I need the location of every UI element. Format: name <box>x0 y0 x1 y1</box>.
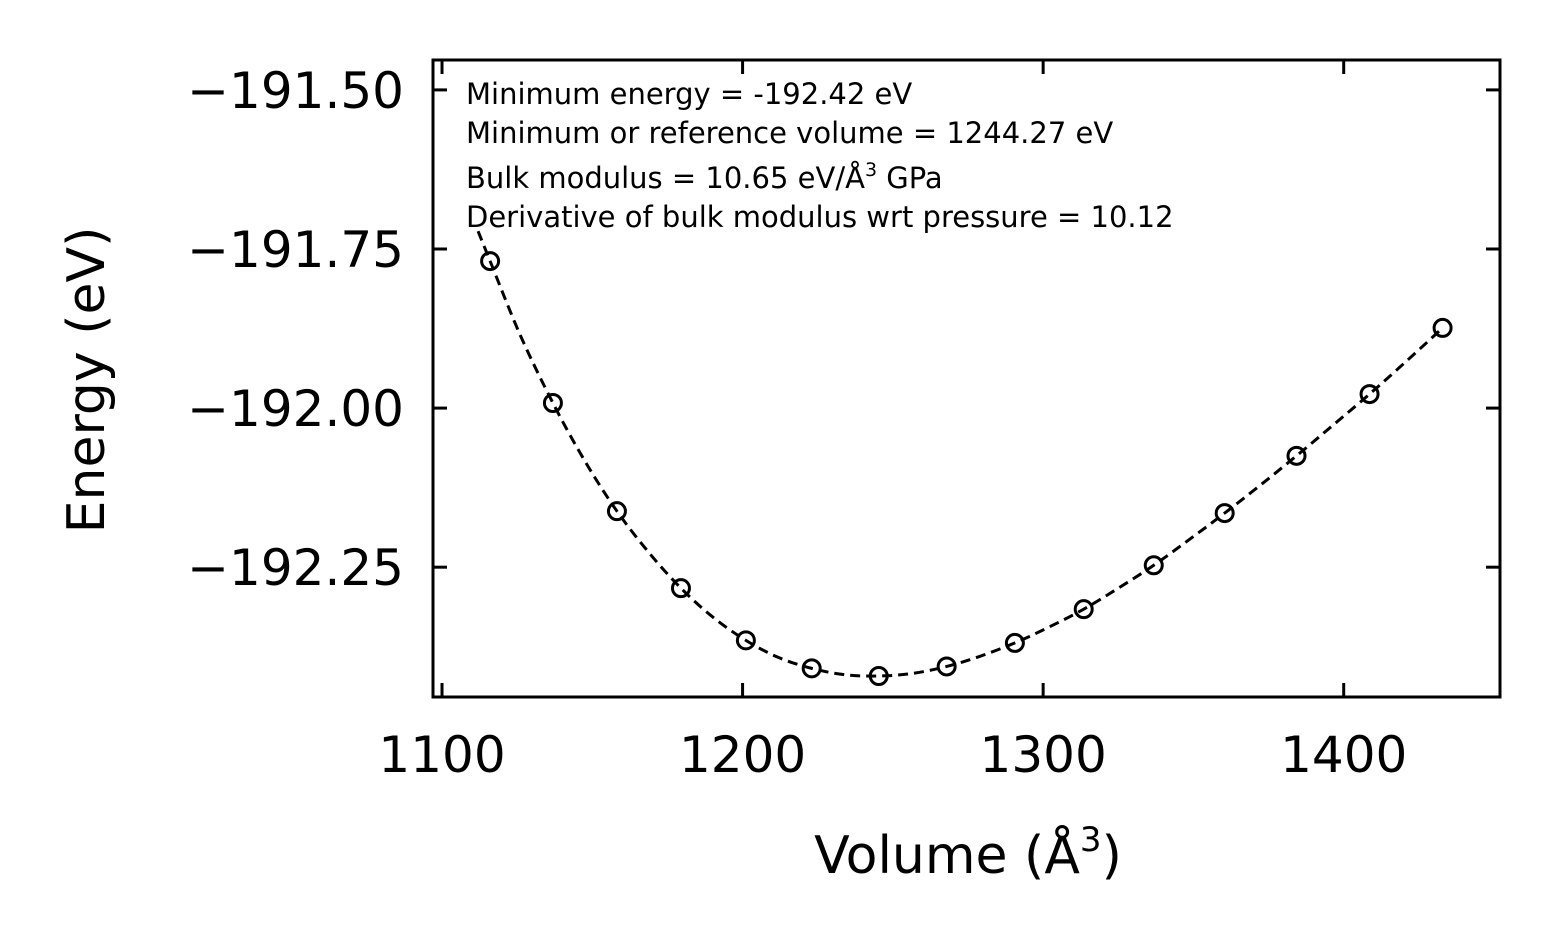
fit-layer <box>476 230 1444 678</box>
data-point <box>1359 384 1380 405</box>
x-tick-label: 1300 <box>980 726 1107 784</box>
annotation-box: Minimum energy = -192.42 eV Minimum or r… <box>466 77 1174 234</box>
y-tick-label: −192.25 <box>187 539 404 597</box>
data-point <box>606 501 627 522</box>
data-point <box>801 658 822 679</box>
plot-frame <box>431 58 1502 699</box>
ticks: 1100 1200 1300 1400 −191.50 −191.75 −192.00 −19… <box>187 60 1500 784</box>
data-point <box>1432 317 1453 338</box>
data-point <box>670 578 691 599</box>
annotation-min-energy: Minimum energy = -192.42 eV <box>466 77 912 111</box>
x-tick-label: 1200 <box>679 726 806 784</box>
annotation-bulk-modulus: Bulk modulus = 10.65 eV/Å3 GPa <box>466 159 943 195</box>
data-point <box>1286 445 1307 466</box>
data-point <box>1004 632 1025 653</box>
data-point <box>1214 503 1235 524</box>
data-point <box>1143 555 1164 576</box>
annotation-min-volume: Minimum or reference volume = 1244.27 eV <box>466 116 1113 150</box>
y-axis-title: Energy (eV) <box>57 227 117 534</box>
data-point <box>542 393 563 413</box>
data-point <box>936 656 957 677</box>
data-point <box>480 251 501 272</box>
y-tick-label: −191.50 <box>187 62 404 120</box>
fit-curve <box>476 230 1444 678</box>
points-layer <box>480 251 1453 686</box>
x-tick-label: 1100 <box>378 726 505 784</box>
x-tick-label: 1400 <box>1280 726 1407 784</box>
y-tick-label: −191.75 <box>187 221 404 279</box>
data-point <box>735 630 756 651</box>
annotation-bulk-modulus-derivative: Derivative of bulk modulus wrt pressure … <box>466 200 1174 234</box>
data-point <box>1073 599 1094 620</box>
y-tick-label: −192.00 <box>187 380 404 438</box>
x-axis-title: Volume (Å3) <box>814 820 1122 886</box>
data-point <box>868 666 889 686</box>
